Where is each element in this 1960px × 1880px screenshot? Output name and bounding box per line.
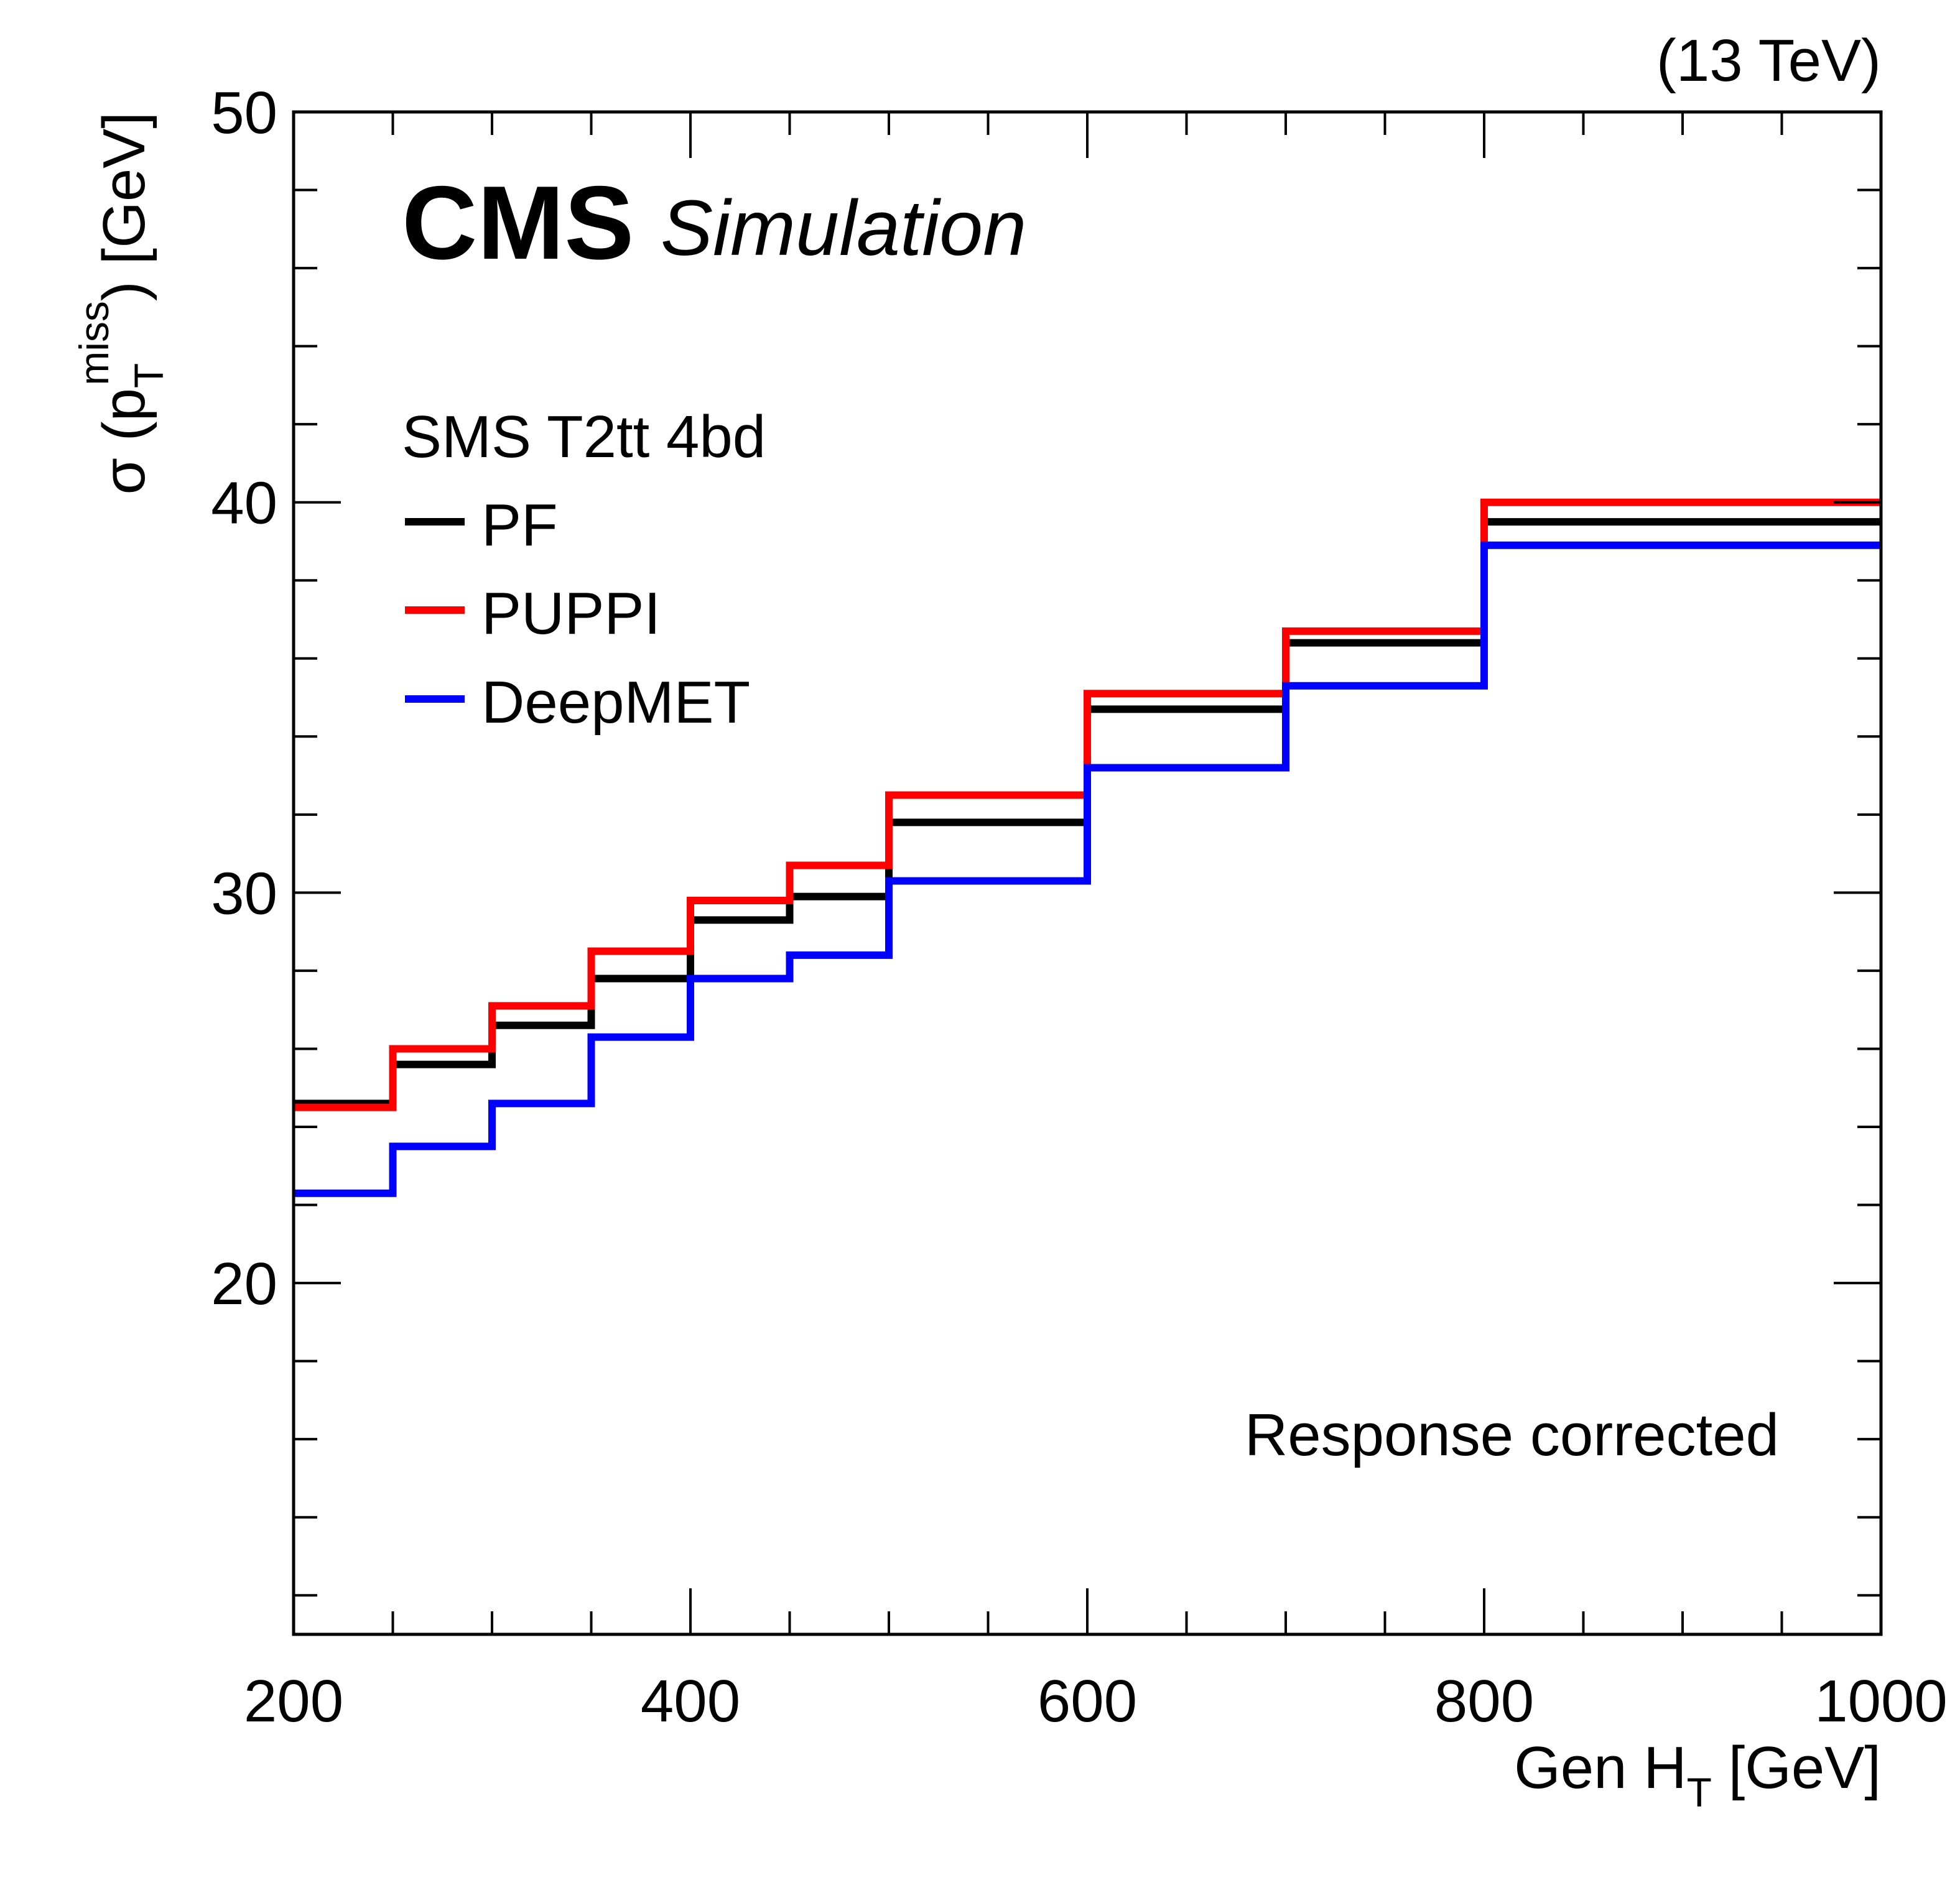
x-tick-label: 400 <box>641 1668 740 1734</box>
legend-item-deepmet: DeepMET <box>405 669 750 736</box>
series-line-puppi <box>294 498 1881 1111</box>
x-tick-label: 1000 <box>1814 1668 1948 1734</box>
series-line-deepmet <box>294 541 1881 1197</box>
legend-header: SMS T2tt 4bd <box>402 404 766 470</box>
y-tick-label: 20 <box>211 1251 277 1317</box>
x-axis-title-unit: [GeV] <box>1712 1734 1881 1801</box>
y-tick-label: 50 <box>211 80 277 146</box>
x-tick-label: 200 <box>244 1668 343 1734</box>
experiment-sublabel: Simulation <box>661 184 1026 272</box>
y-tick-label: 40 <box>211 470 277 537</box>
y-axis-title: σ (pTmiss) [GeV] <box>71 112 172 494</box>
legend: PF PUPPI DeepMET <box>405 492 750 736</box>
legend-item-puppi: PUPPI <box>405 580 661 647</box>
x-axis-title: Gen HT [GeV] <box>1514 1734 1881 1815</box>
x-axis-title-main: Gen H <box>1514 1734 1686 1801</box>
y-axis-title-unit: ) [GeV] <box>91 112 157 301</box>
experiment-label: CMS <box>402 164 634 281</box>
y-tick-label: 30 <box>211 860 277 927</box>
annotation-response-corrected: Response corrected <box>1245 1402 1779 1468</box>
y-axis-title-sup: miss <box>71 301 117 386</box>
x-axis-title-sub: T <box>1687 1769 1712 1815</box>
x-tick-label: 800 <box>1434 1668 1534 1734</box>
energy-label: (13 TeV) <box>1656 27 1881 94</box>
labels-layer: 200 400 600 800 1000 20 30 40 50 <box>211 80 1948 1734</box>
plot-frame <box>292 110 1883 1636</box>
series-layer <box>294 498 1881 1197</box>
legend-label: PF <box>481 492 558 558</box>
legend-label: DeepMET <box>481 669 750 736</box>
y-axis-title-sub: T <box>126 363 172 388</box>
y-axis-title-main: σ (p <box>91 388 157 494</box>
x-tick-label: 600 <box>1038 1668 1137 1734</box>
legend-item-pf: PF <box>405 492 558 558</box>
legend-label: PUPPI <box>481 580 661 647</box>
